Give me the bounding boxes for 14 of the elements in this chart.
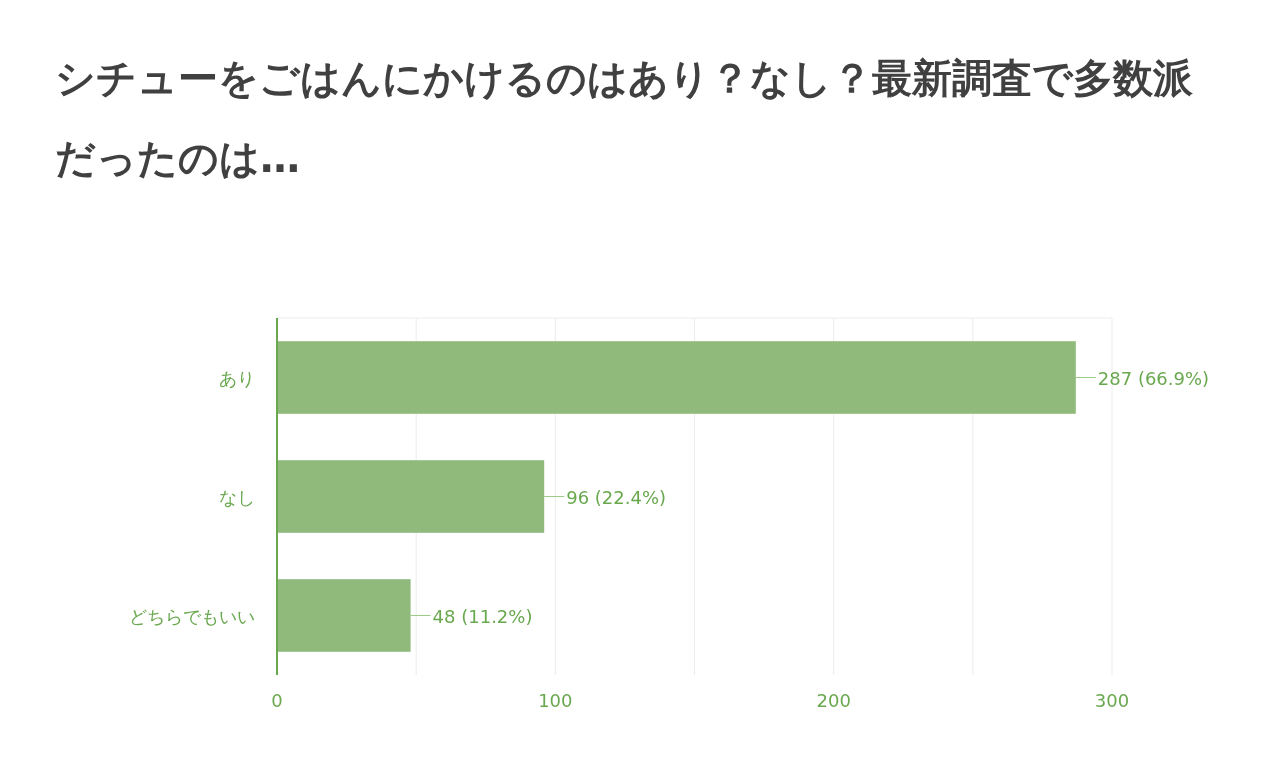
x-tick-label: 100 [538,690,573,711]
bar [277,460,545,533]
data-label: 48 (11.2%) [432,605,533,627]
data-label: 287 (66.9%) [1097,367,1210,389]
x-tick-label: 300 [1094,690,1130,711]
chart-title: シチューをごはんにかけるのはあり？なし？最新調査で多数派だったのは… [55,54,1194,183]
y-tick-label: なし [219,486,255,508]
bar [277,341,1076,414]
y-tick-label: あり [219,367,255,389]
data-label: 96 (22.4%) [566,486,667,508]
x-tick-label: 0 [271,690,283,711]
y-tick-label: どちらでもいい [129,605,255,627]
bar [277,579,411,652]
x-tick-label: 200 [816,690,851,711]
